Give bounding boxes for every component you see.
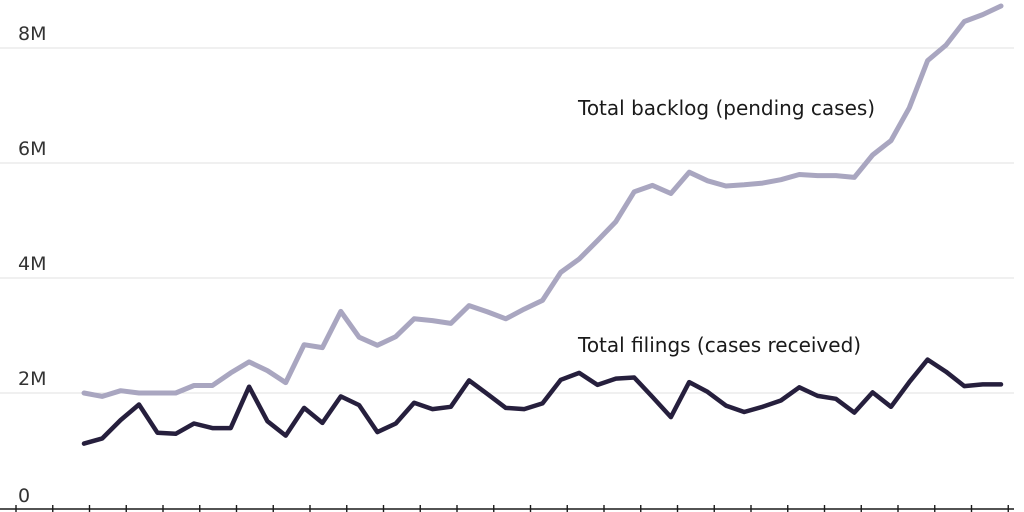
y-tick-label: 0 [18, 485, 30, 507]
gridlines [0, 47, 1014, 394]
y-tick-label: 4M [18, 253, 46, 275]
backlog-series-label: Total backlog (pending cases) [577, 96, 875, 120]
filings-series-label: Total filings (cases received) [577, 333, 861, 357]
series-lines [81, 3, 1004, 446]
y-tick-label: 8M [18, 23, 46, 45]
filings-series-line [81, 357, 1004, 446]
x-axis-ticks [15, 505, 1009, 512]
y-tick-label: 6M [18, 138, 46, 160]
y-axis-tick-labels: 0 2M 4M 6M 8M [18, 23, 46, 507]
backlog-series-line [81, 3, 1004, 399]
y-tick-label: 2M [18, 368, 46, 390]
